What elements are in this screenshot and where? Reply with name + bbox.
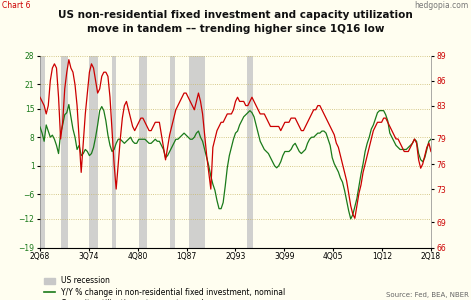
Text: Source: Fed, BEA, NBER: Source: Fed, BEA, NBER	[386, 292, 469, 298]
Bar	[170, 56, 175, 247]
Bar	[139, 56, 147, 247]
Bar	[89, 56, 97, 247]
Bar	[112, 56, 116, 247]
Legend: US recession, Y/Y % change in non-residential fixed investment, nominal, Capacit: US recession, Y/Y % change in non-reside…	[44, 276, 286, 300]
Text: US non-residential fixed investment and capacity utilization
move in tandem –– t: US non-residential fixed investment and …	[58, 11, 413, 34]
Bar	[61, 56, 68, 247]
Text: Chart 6: Chart 6	[2, 2, 31, 10]
Bar	[247, 56, 253, 247]
Text: hedgopia.com: hedgopia.com	[414, 2, 469, 10]
Bar	[40, 56, 45, 247]
Bar	[189, 56, 204, 247]
